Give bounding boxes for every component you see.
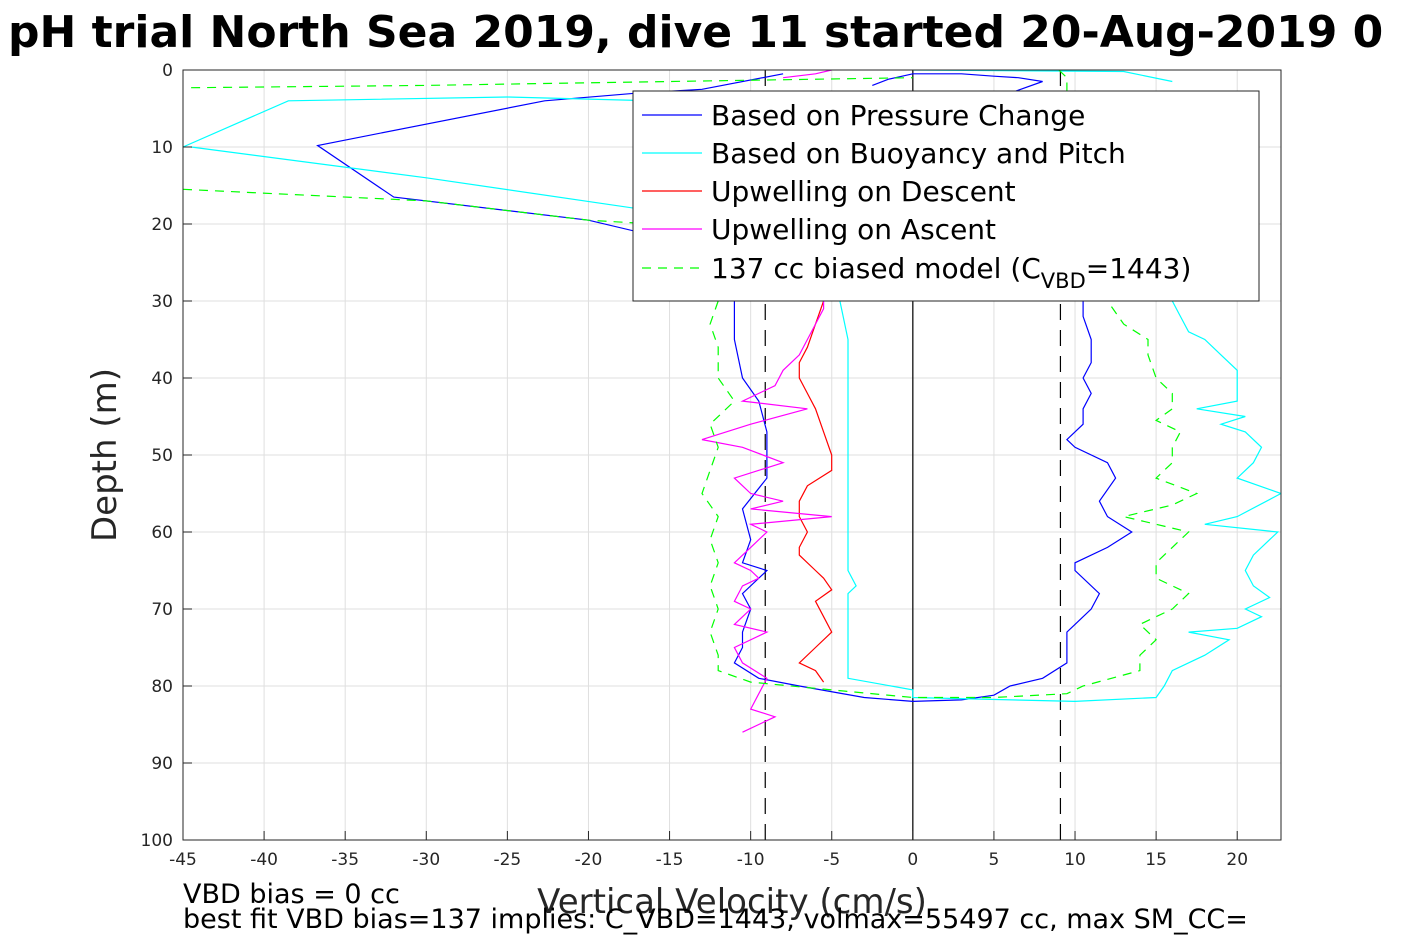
footer-line-1: VBD bias = 0 cc	[183, 879, 400, 910]
x-tick-label: -15	[656, 850, 684, 870]
series-line-2	[798, 300, 833, 683]
x-tick-label: -45	[169, 850, 197, 870]
legend: Based on Pressure Change Based on Buoyanc…	[632, 90, 1260, 302]
series-line-4	[701, 300, 1199, 699]
x-tick-label: -20	[575, 850, 603, 870]
y-tick-label: 70	[151, 600, 173, 620]
series-line-1	[839, 300, 1281, 703]
series-line-4	[183, 188, 654, 225]
legend-box	[632, 90, 1260, 302]
series-line-0	[872, 73, 1043, 94]
x-tick-label: -35	[331, 850, 359, 870]
x-tick-label: 20	[1226, 850, 1248, 870]
series-line-3	[783, 70, 832, 79]
x-tick-label: 10	[1064, 850, 1086, 870]
x-tick-label: 15	[1145, 850, 1167, 870]
y-axis-ticks: 0 10 20 30 40 50 60 70 80 90 100	[141, 61, 192, 851]
series-line-4	[191, 77, 913, 89]
legend-label: Upwelling on Ascent	[711, 213, 996, 246]
series-line-4	[1058, 70, 1068, 94]
y-tick-label: 90	[151, 754, 173, 774]
y-tick-label: 60	[151, 523, 173, 543]
legend-label: Upwelling on Descent	[711, 175, 1016, 208]
y-tick-label: 10	[151, 138, 173, 158]
x-tick-label: 0	[907, 850, 918, 870]
x-axis-label: Vertical Velocity (cm/s)	[537, 882, 927, 922]
x-axis-ticks: -45 -40 -35 -30 -25 -20 -15 -10 -5 0 5 10 15 20	[169, 831, 1248, 870]
y-tick-label: 0	[162, 61, 173, 81]
chart-title: pH trial North Sea 2019, dive 11 started…	[8, 7, 1383, 58]
x-tick-label: -5	[823, 850, 840, 870]
y-tick-label: 80	[151, 677, 173, 697]
y-tick-label: 50	[151, 446, 173, 466]
legend-label: Based on Buoyancy and Pitch	[711, 137, 1126, 170]
legend-label: Based on Pressure Change	[711, 99, 1085, 132]
y-tick-label: 40	[151, 369, 173, 389]
footer-line-2: best fit VBD bias=137 implies: C_VBD=144…	[183, 904, 1248, 935]
x-tick-label: -30	[412, 850, 440, 870]
x-tick-label: -40	[250, 850, 278, 870]
y-tick-label: 100	[141, 831, 173, 851]
x-tick-label: -25	[493, 850, 521, 870]
x-tick-label: -10	[737, 850, 765, 870]
series-line-0	[733, 301, 1133, 703]
x-tick-label: 5	[989, 850, 1000, 870]
series-line-3	[701, 301, 832, 733]
legend-label-model: 137 cc biased model (CVBD=1443)	[711, 252, 1191, 293]
y-tick-label: 20	[151, 215, 173, 235]
y-tick-label: 30	[151, 292, 173, 312]
legend-items: Based on Pressure Change Based on Buoyanc…	[642, 99, 1126, 246]
y-axis-label: Depth (m)	[85, 368, 125, 542]
